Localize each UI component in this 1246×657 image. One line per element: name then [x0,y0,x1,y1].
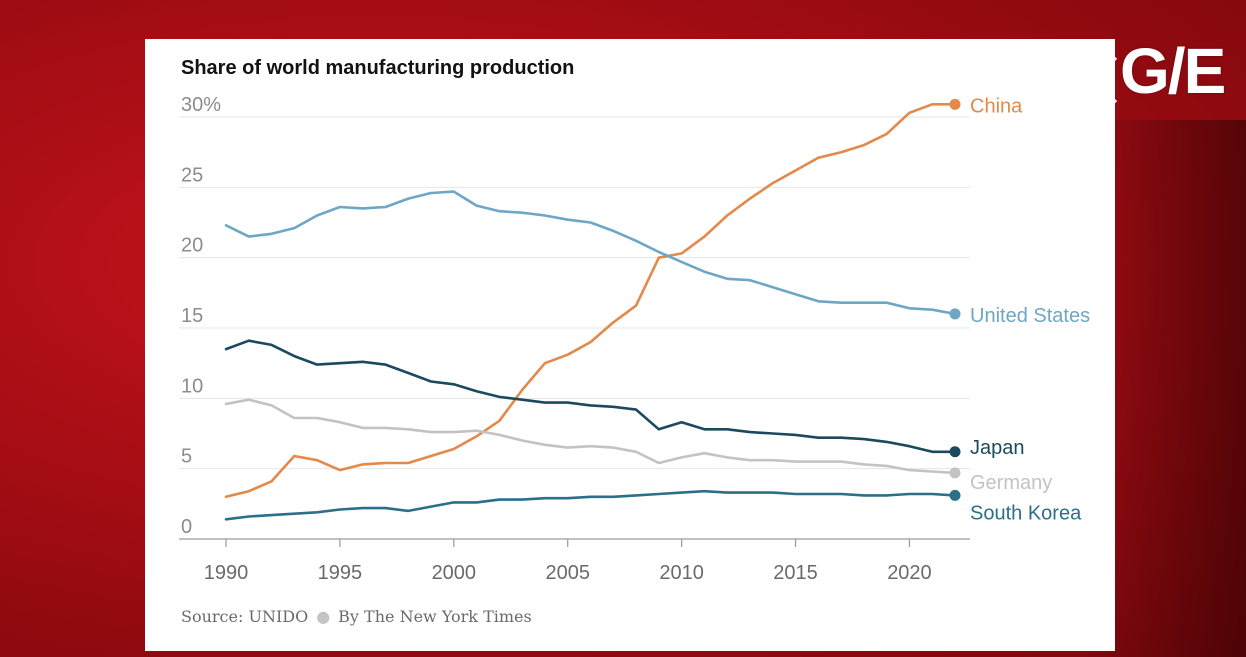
end-dot-south-korea [949,489,961,501]
series-label-germany: Germany [970,472,1052,494]
separator-dot: ● [316,607,331,626]
byline-label: By The New York Times [338,607,532,626]
y-tick-label: 20 [181,235,203,257]
y-tick-label: 25 [181,164,203,186]
logo-ring-icon [1066,50,1126,110]
series-label-south-korea: South Korea [970,502,1082,524]
y-tick-label: 30% [181,94,221,116]
series-label-china: China [970,95,1023,117]
end-dot-japan [949,446,961,458]
y-tick-label: 0 [181,516,192,538]
chart-title: Share of world manufacturing production [181,57,575,79]
channel-logo: G/E [1060,34,1226,114]
series-line-japan [224,339,957,454]
logo-text: G/E [1120,35,1226,107]
y-tick-label: 10 [181,375,203,397]
series-label-japan: Japan [970,437,1025,459]
x-tick-label: 2000 [432,562,477,584]
end-dot-united-states [949,308,961,320]
source-label: Source: UNIDO [181,607,309,626]
series-line-china [224,103,957,499]
series-line-united-states [224,190,957,316]
x-tick-label: 2015 [773,562,818,584]
line-chart: 0 5 10 15 20 25 30% 1990 1995 2000 2005 2010 2015 202… [179,94,1090,584]
x-tick-label: 2010 [659,562,704,584]
end-dot-germany [949,467,961,479]
series-line-germany [224,398,957,475]
chart-card: Share of world manufacturing production … [145,39,1115,651]
series-line-south-korea [224,489,957,521]
x-tick-label: 2020 [887,562,932,584]
x-tick-label: 1995 [318,562,363,584]
source-line: Source: UNIDO ● By The New York Times [181,607,532,626]
y-tick-label: 15 [181,305,203,327]
series-label-united-states: United States [970,305,1090,327]
end-dot-china [949,98,961,110]
x-tick-label: 2005 [545,562,590,584]
x-tick-label: 1990 [204,562,249,584]
y-tick-label: 5 [181,446,192,468]
